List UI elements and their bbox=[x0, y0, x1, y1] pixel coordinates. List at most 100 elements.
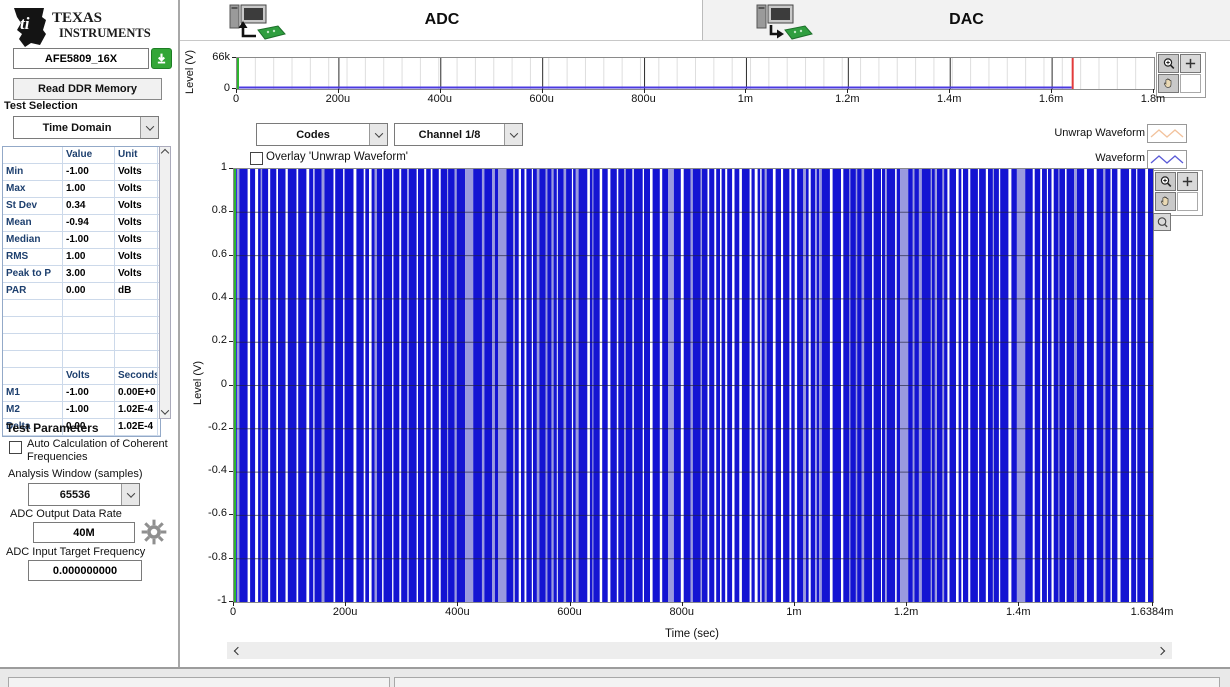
bottom-status-strip bbox=[0, 667, 1230, 687]
adc-output-rate-input[interactable] bbox=[33, 522, 135, 543]
tick-mark bbox=[229, 427, 233, 429]
tick-mark bbox=[229, 557, 233, 559]
chevron-down-icon[interactable] bbox=[140, 117, 158, 138]
horizontal-scrollbar[interactable] bbox=[227, 642, 1172, 659]
gear-icon[interactable] bbox=[141, 519, 167, 545]
main-xtick: 1.2m bbox=[893, 606, 919, 618]
table-row: PAR 0.00 dB bbox=[3, 283, 160, 300]
tick-mark bbox=[457, 602, 459, 606]
main-ytick: 0 bbox=[220, 377, 227, 390]
analysis-window-label: Analysis Window (samples) bbox=[8, 468, 143, 480]
codes-dropdown[interactable]: Codes bbox=[256, 123, 388, 146]
scroll-up-icon[interactable] bbox=[160, 148, 170, 158]
hand-icon bbox=[1160, 196, 1169, 206]
main-xtick: 400u bbox=[445, 606, 470, 618]
tick-mark bbox=[1152, 602, 1153, 606]
chevron-down-icon[interactable] bbox=[504, 124, 522, 145]
tick-mark bbox=[569, 602, 571, 606]
table-row: RMS 1.00 Volts bbox=[3, 249, 160, 266]
table-row: Max 1.00 Volts bbox=[3, 181, 160, 198]
tick-mark bbox=[1153, 89, 1154, 93]
tick-mark bbox=[793, 602, 795, 606]
table-row bbox=[3, 334, 160, 351]
overview-waveform bbox=[237, 58, 1137, 89]
table-row: M2 -1.00 1.02E-4 bbox=[3, 402, 160, 419]
main-ytick: 1 bbox=[220, 161, 227, 173]
overview-xtick: 0 bbox=[232, 93, 240, 105]
table-row bbox=[3, 351, 160, 368]
overview-xtick: 1.2m bbox=[835, 93, 860, 105]
tick-mark bbox=[847, 89, 849, 93]
auto-calc-checkbox[interactable] bbox=[9, 441, 22, 454]
tab-dac[interactable]: DAC bbox=[703, 0, 1230, 40]
legend-unwrap-swatch[interactable] bbox=[1147, 124, 1187, 143]
tick-mark bbox=[232, 57, 236, 58]
overview-ytick: 66k bbox=[212, 51, 230, 63]
legend-waveform-label: Waveform bbox=[1095, 152, 1145, 164]
device-download-button[interactable] bbox=[151, 48, 172, 69]
overlay-unwrap-checkbox[interactable] bbox=[250, 152, 263, 165]
tick-mark bbox=[229, 471, 233, 473]
tab-adc[interactable]: ADC bbox=[182, 0, 703, 40]
scroll-right-icon[interactable] bbox=[1154, 645, 1168, 656]
overview-zoom-button[interactable] bbox=[1158, 54, 1179, 73]
table-header-row: Value Unit bbox=[3, 147, 160, 164]
main-ytick: -0.8 bbox=[208, 550, 227, 563]
overview-crosshair-button[interactable] bbox=[1180, 54, 1201, 73]
status-panel bbox=[8, 677, 390, 687]
overview-xtick: 1.8m bbox=[1140, 93, 1166, 105]
main-chart[interactable] bbox=[233, 168, 1157, 603]
analysis-window-dropdown[interactable]: 65536 bbox=[28, 483, 140, 506]
table-row: Mean -0.94 Volts bbox=[3, 215, 160, 232]
overview-xtick: 1m bbox=[737, 93, 754, 105]
main-pan-button[interactable] bbox=[1155, 192, 1176, 211]
channel-dropdown[interactable]: Channel 1/8 bbox=[394, 123, 523, 146]
chevron-down-icon[interactable] bbox=[369, 124, 387, 145]
legend-waveform-swatch[interactable] bbox=[1147, 150, 1187, 169]
tick-mark bbox=[541, 89, 543, 93]
adc-capture-icon bbox=[229, 4, 286, 40]
tick-mark bbox=[229, 384, 233, 386]
magnifier-icon bbox=[1157, 216, 1168, 227]
overview-xtick: 800u bbox=[631, 93, 656, 105]
main-crosshair-button[interactable] bbox=[1177, 172, 1198, 191]
main-zoom-button[interactable] bbox=[1155, 172, 1176, 191]
table-row: Delta 0.00 1.02E-4 bbox=[3, 419, 160, 436]
overview-chart[interactable] bbox=[236, 57, 1155, 90]
sidebar: ti TEXAS INSTRUMENTS Read DDR Memory Tes… bbox=[0, 0, 180, 667]
main-ytick: -1 bbox=[217, 594, 227, 606]
overview-palette-blank bbox=[1180, 74, 1201, 93]
status-panel bbox=[394, 677, 1220, 687]
read-ddr-memory-button[interactable]: Read DDR Memory bbox=[13, 78, 162, 100]
main-zoom-fit-button[interactable] bbox=[1153, 213, 1171, 231]
scroll-down-icon[interactable] bbox=[160, 406, 170, 415]
main-ytick: -0.4 bbox=[208, 464, 227, 477]
tick-mark bbox=[229, 211, 233, 213]
test-selection-dropdown[interactable]: Time Domain bbox=[13, 116, 159, 139]
main-xtick: 800u bbox=[669, 606, 694, 618]
plus-icon bbox=[1182, 176, 1193, 187]
chevron-down-icon[interactable] bbox=[121, 484, 139, 505]
waveform-line-icon bbox=[1150, 155, 1184, 164]
device-select-input[interactable] bbox=[13, 48, 149, 69]
scroll-left-icon[interactable] bbox=[231, 645, 245, 656]
svg-text:ti: ti bbox=[20, 14, 30, 33]
table-row bbox=[3, 300, 160, 317]
tick-mark bbox=[906, 602, 908, 606]
overview-pan-button[interactable] bbox=[1158, 74, 1179, 93]
table-row: M1 -1.00 0.00E+0 bbox=[3, 385, 160, 402]
adc-input-freq-input[interactable] bbox=[28, 560, 142, 581]
hand-icon bbox=[1163, 78, 1172, 88]
main-xtick: 1.6384m bbox=[1130, 606, 1174, 618]
dac-send-icon bbox=[756, 4, 813, 40]
tick-mark bbox=[233, 602, 234, 606]
adc-input-freq-label: ADC Input Target Frequency bbox=[6, 546, 146, 558]
main-xlabel: Time (sec) bbox=[665, 628, 719, 640]
main-ytick: 0.4 bbox=[211, 290, 227, 303]
statistics-table-scrollbar[interactable] bbox=[159, 146, 171, 419]
overview-xtick: 1.4m bbox=[936, 93, 962, 105]
plus-icon bbox=[1185, 58, 1196, 69]
table-header-row: Volts Seconds bbox=[3, 368, 160, 385]
main-xtick: 1.4m bbox=[1006, 606, 1031, 618]
tick-mark bbox=[643, 89, 645, 93]
